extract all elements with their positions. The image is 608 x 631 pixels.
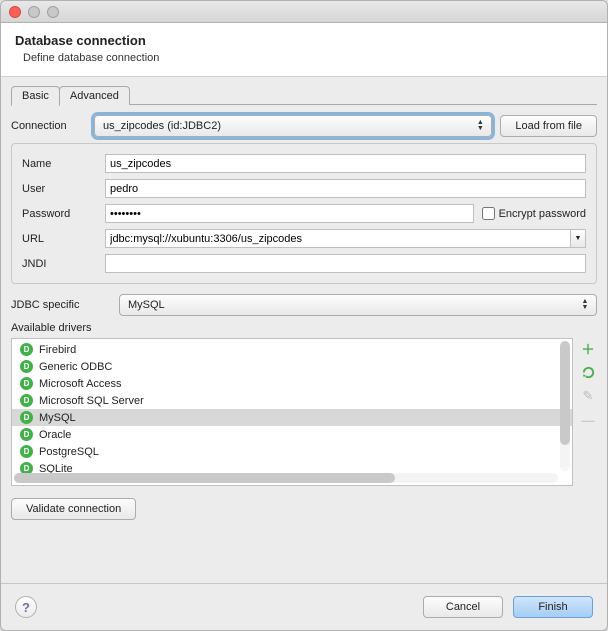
jdbc-specific-select[interactable]: MySQL ▲▼ — [119, 294, 597, 316]
scrollbar-vertical[interactable] — [560, 341, 570, 471]
connection-select[interactable]: us_zipcodes (id:JDBC2) ▲▼ — [94, 115, 492, 137]
label-connection: Connection — [11, 120, 86, 132]
dialog-subtitle: Define database connection — [23, 52, 593, 64]
url-dropdown-button[interactable]: ▼ — [570, 229, 586, 248]
drivers-list[interactable]: DFirebirdDGeneric ODBCDMicrosoft AccessD… — [11, 338, 573, 486]
driver-label: Oracle — [39, 429, 71, 441]
driver-item[interactable]: D Microsoft Access — [12, 375, 572, 392]
dialog-header: Database connection Define database conn… — [1, 23, 607, 77]
tab-panel-basic: Connection us_zipcodes (id:JDBC2) ▲▼ Loa… — [11, 105, 597, 520]
minimize-icon[interactable] — [28, 6, 40, 18]
label-available-drivers: Available drivers — [11, 322, 597, 334]
tab-advanced[interactable]: Advanced — [59, 86, 130, 105]
driver-icon: D — [20, 428, 33, 441]
driver-icon: D — [20, 343, 33, 356]
cancel-button[interactable]: Cancel — [423, 596, 503, 618]
help-icon[interactable]: ? — [15, 596, 37, 618]
finish-button[interactable]: Finish — [513, 596, 593, 618]
driver-icon: D — [20, 445, 33, 458]
validate-connection-button[interactable]: Validate connection — [11, 498, 136, 520]
label-jdbc-specific: JDBC specific — [11, 299, 111, 311]
encrypt-password-checkbox[interactable]: Encrypt password — [482, 207, 586, 220]
driver-item[interactable]: D PostgreSQL — [12, 443, 572, 460]
chevron-updown-icon: ▲▼ — [578, 297, 592, 313]
connection-select-value: us_zipcodes (id:JDBC2) — [103, 120, 221, 132]
jdbc-specific-value: MySQL — [128, 299, 165, 311]
driver-item[interactable]: D Firebird — [12, 341, 572, 358]
dialog-footer: ? Cancel Finish — [1, 583, 607, 630]
jndi-input[interactable] — [105, 254, 586, 273]
driver-icon: D — [20, 377, 33, 390]
remove-driver-icon[interactable]: — — [580, 412, 596, 428]
label-jndi: JNDI — [22, 258, 97, 270]
password-input[interactable] — [105, 204, 474, 223]
label-name: Name — [22, 158, 97, 170]
dialog-body: Basic Advanced Connection us_zipcodes (i… — [1, 77, 607, 583]
driver-icon: D — [20, 394, 33, 407]
drivers-side-buttons: ＋ ✎ — — [579, 338, 597, 486]
driver-item[interactable]: D Microsoft SQL Server — [12, 392, 572, 409]
close-icon[interactable] — [9, 6, 21, 18]
dialog-window: Database connection Define database conn… — [0, 0, 608, 631]
zoom-icon[interactable] — [47, 6, 59, 18]
driver-label: MySQL — [39, 412, 76, 424]
titlebar — [1, 1, 607, 23]
driver-item[interactable]: D Oracle — [12, 426, 572, 443]
edit-driver-icon[interactable]: ✎ — [580, 388, 596, 404]
driver-label: PostgreSQL — [39, 446, 99, 458]
label-user: User — [22, 183, 97, 195]
credentials-group: Name User Password Encrypt password — [11, 143, 597, 284]
tab-bar: Basic Advanced — [11, 83, 597, 105]
driver-label: Microsoft Access — [39, 378, 122, 390]
name-input[interactable] — [105, 154, 586, 173]
drivers-area: DFirebirdDGeneric ODBCDMicrosoft AccessD… — [11, 338, 597, 486]
add-driver-icon[interactable]: ＋ — [580, 340, 596, 356]
driver-label: Firebird — [39, 344, 76, 356]
driver-label: Microsoft SQL Server — [39, 395, 144, 407]
user-input[interactable] — [105, 179, 586, 198]
url-input[interactable] — [105, 229, 570, 248]
scrollbar-horizontal[interactable] — [14, 473, 558, 483]
refresh-driver-icon[interactable] — [580, 364, 596, 380]
encrypt-password-input[interactable] — [482, 207, 495, 220]
driver-item[interactable]: D Generic ODBC — [12, 358, 572, 375]
driver-icon: D — [20, 360, 33, 373]
encrypt-password-label: Encrypt password — [499, 208, 586, 220]
label-url: URL — [22, 233, 97, 245]
label-password: Password — [22, 208, 97, 220]
row-connection: Connection us_zipcodes (id:JDBC2) ▲▼ Loa… — [11, 115, 597, 137]
driver-icon: D — [20, 411, 33, 424]
tab-basic[interactable]: Basic — [11, 86, 60, 106]
driver-item[interactable]: D MySQL — [12, 409, 572, 426]
driver-label: Generic ODBC — [39, 361, 112, 373]
row-jdbc-specific: JDBC specific MySQL ▲▼ — [11, 294, 597, 316]
chevron-updown-icon: ▲▼ — [473, 118, 487, 134]
dialog-title: Database connection — [15, 33, 593, 48]
load-from-file-button[interactable]: Load from file — [500, 115, 597, 137]
